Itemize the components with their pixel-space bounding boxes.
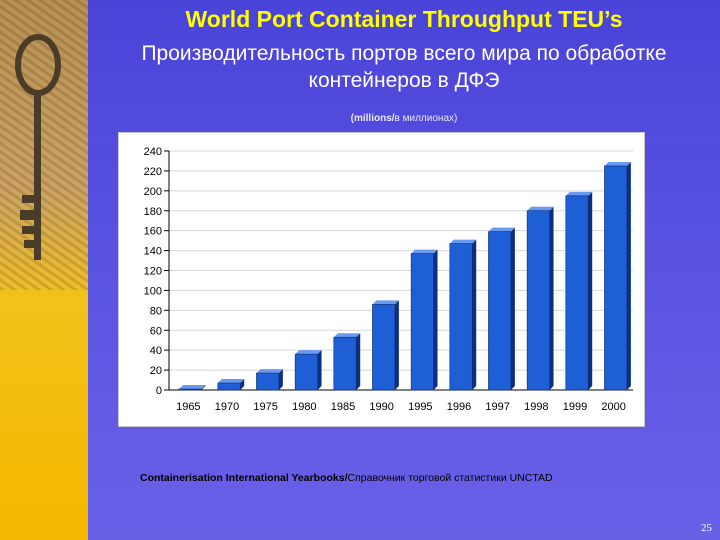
bar-top [565, 191, 593, 196]
bar-chart: 0 20 40 60 80 100 120 140 160 180 200 220 240 1965 197… [118, 132, 645, 427]
bar-side [549, 206, 554, 390]
y-tick-label: 20 [150, 365, 162, 377]
bar-side [278, 369, 283, 390]
bar [333, 336, 357, 391]
source-note: Containerisation International Yearbooks… [140, 472, 553, 484]
decorative-side-panel [0, 0, 88, 540]
bar-top [256, 369, 283, 374]
slide-title: World Port Container Throughput TEU’s [185, 6, 623, 32]
x-tick-label: 1999 [563, 401, 587, 413]
bar-top [604, 161, 631, 166]
x-tick-label: 1995 [408, 401, 432, 413]
bar [604, 165, 628, 391]
bar-top [179, 385, 206, 390]
page-number: 25 [701, 522, 712, 534]
units-note: (millions/в миллионах) [88, 113, 720, 124]
bar [488, 231, 512, 391]
units-note-en: (millions/ [350, 113, 395, 124]
bar [178, 388, 202, 391]
bar-top [449, 239, 477, 244]
y-tick-label: 40 [150, 345, 162, 357]
bar-side [510, 227, 515, 390]
bar-top [295, 350, 322, 355]
bar-side [626, 161, 631, 390]
bar-top [333, 333, 361, 338]
bar-top [488, 227, 515, 232]
subtitle-line-2: контейнеров в ДФЭ [308, 69, 500, 92]
bar [526, 210, 550, 391]
subtitle-line-1: Производительность портов всего мира по … [141, 42, 667, 65]
bar-top [372, 300, 399, 305]
x-tick-label: 1990 [369, 401, 393, 413]
x-tick-label: 1980 [292, 401, 316, 413]
y-tick-label: 60 [150, 325, 162, 337]
y-tick-label: 80 [150, 305, 162, 317]
x-tick-label: 1965 [176, 401, 200, 413]
units-note-ru: в миллионах) [394, 113, 458, 124]
bar-side [394, 300, 399, 390]
bar [372, 304, 396, 391]
y-tick-label: 220 [144, 166, 162, 178]
bar-side [317, 350, 322, 390]
x-tick-label: 1996 [447, 401, 471, 413]
source-note-en: Containerisation International Yearbooks… [140, 472, 348, 484]
bar-side [433, 249, 438, 390]
bar [217, 382, 241, 391]
x-tick-label: 2000 [601, 401, 625, 413]
y-tick-label: 100 [144, 285, 162, 297]
x-tick-label: 1998 [524, 401, 548, 413]
bar-chart-svg: 0 20 40 60 80 100 120 140 160 180 200 220 240 1965 197… [144, 146, 633, 413]
bar-side [240, 379, 245, 390]
bar-side [472, 239, 477, 390]
y-tick-label: 120 [144, 266, 162, 278]
x-tick-label: 1970 [215, 401, 239, 413]
bar [565, 195, 589, 391]
y-tick-label: 180 [144, 206, 162, 218]
bar-top [217, 379, 245, 384]
bar [410, 253, 434, 391]
bar [449, 243, 473, 391]
bar-side [356, 333, 361, 390]
bar [256, 372, 280, 391]
y-tick-label: 140 [144, 246, 162, 258]
bar [294, 353, 318, 391]
wood-texture [0, 0, 88, 290]
y-tick-label: 160 [144, 226, 162, 238]
x-tick-label: 1975 [253, 401, 277, 413]
old-key-icon [15, 34, 61, 260]
bar-top [411, 249, 438, 254]
y-tick-label: 200 [144, 186, 162, 198]
x-tick-label: 1997 [485, 401, 509, 413]
y-tick-label: 240 [144, 146, 162, 158]
y-tick-label: 0 [156, 385, 162, 397]
x-tick-label: 1985 [331, 401, 355, 413]
bar-side [201, 385, 206, 390]
slide-subtitle: Производительность портов всего мира по … [88, 40, 720, 94]
source-note-ru: Справочник торговой статистики UNCTAD [347, 472, 553, 484]
bar-top [527, 206, 554, 211]
bar-side [588, 191, 593, 390]
